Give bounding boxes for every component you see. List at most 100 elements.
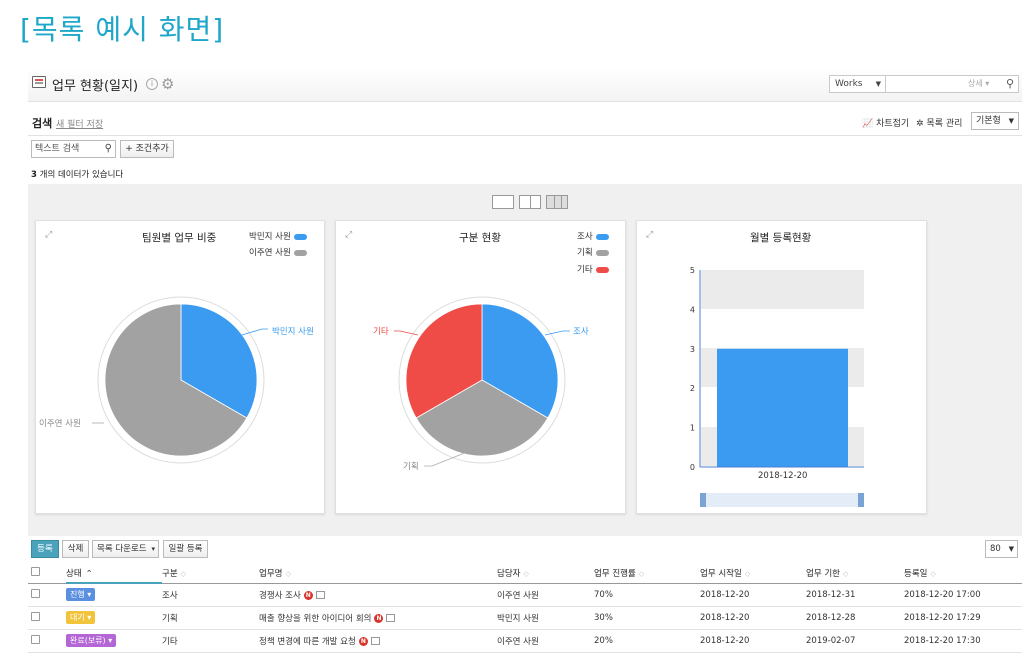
search-scope-select[interactable]: Works ▼: [830, 76, 886, 92]
plot-band: [701, 309, 864, 348]
column-header-category[interactable]: 구분 ◇: [162, 563, 259, 584]
column-header-registered[interactable]: 등록일 ◇: [904, 563, 1022, 584]
chart-title: 구분 현황: [459, 232, 501, 244]
column-header-task-name[interactable]: 업무명 ◇: [259, 563, 497, 584]
task-name-link[interactable]: 경쟁사 조사: [259, 590, 301, 601]
chart-card-team: ⤢ 팀원별 업무 비중 박민지 사원 이주연 사원 박민지 사원 이주연 사원: [35, 220, 325, 514]
download-list-button[interactable]: 목록 다운로드 ▾: [92, 540, 159, 558]
legend-item[interactable]: 박민지 사원: [249, 230, 307, 242]
category-cell: 기획: [162, 606, 259, 630]
bulk-register-button[interactable]: 일괄 등록: [163, 540, 208, 558]
y-axis-tick-label: 0: [690, 463, 695, 472]
view-mode-select[interactable]: 기본형 ▼: [971, 112, 1019, 130]
task-name-link[interactable]: 매출 향상을 위한 아이디어 회의: [259, 613, 372, 624]
bar-2018-12-20[interactable]: [717, 348, 848, 467]
y-axis-tick-label: 5: [690, 266, 695, 275]
status-badge[interactable]: 진행 ▾: [66, 588, 96, 602]
search-bar: 검색 새 필터 저장 📈 차트접기 ✲ 목록 관리 기본형 ▼: [28, 112, 1022, 136]
column-label: 업무 시작일: [700, 568, 742, 579]
layout-two-column-button[interactable]: [519, 195, 541, 209]
chart-icon: 📈: [862, 119, 874, 129]
view-mode-value: 기본형: [976, 116, 1001, 126]
layout-one-column-button[interactable]: [492, 195, 514, 209]
new-badge-icon: N: [374, 613, 384, 623]
navigator-handle-left[interactable]: [700, 493, 706, 507]
start-date-cell: 2018-12-20: [700, 606, 806, 630]
legend-label: 기획: [577, 248, 593, 258]
delete-button[interactable]: 삭제: [62, 540, 89, 558]
list-manage-label: 목록 관리: [926, 119, 963, 129]
chart-toggle-button[interactable]: 📈 차트접기: [862, 116, 909, 129]
layout-three-column-button[interactable]: [546, 195, 568, 209]
search-icon[interactable]: ⚲: [104, 143, 112, 154]
y-axis-tick-label: 2: [690, 384, 695, 393]
search-scope-value: Works: [835, 79, 863, 89]
legend-swatch: [595, 233, 609, 240]
sort-icon: ◇: [285, 569, 291, 578]
legend-label: 박민지 사원: [249, 232, 291, 242]
new-badge-icon: N: [303, 590, 313, 600]
list-manage-button[interactable]: ✲ 목록 관리: [916, 116, 962, 129]
progress-cell: 20%: [594, 629, 700, 653]
column-header-owner[interactable]: 담당자 ◇: [497, 563, 594, 584]
status-cell: 대기 ▾: [66, 606, 162, 630]
y-axis-tick-label: 1: [690, 424, 695, 433]
legend-item[interactable]: 이주연 사원: [249, 246, 307, 258]
expand-icon[interactable]: ⤢: [646, 230, 654, 240]
sort-asc-icon: ⌃: [85, 568, 93, 579]
category-cell: 기타: [162, 629, 259, 653]
legend-item[interactable]: 기획: [577, 246, 609, 258]
register-button[interactable]: 등록: [31, 540, 59, 558]
add-condition-button[interactable]: + 조건추가: [120, 140, 174, 158]
save-filter-link[interactable]: 새 필터 저장: [56, 120, 104, 130]
expand-icon[interactable]: ⤢: [45, 230, 53, 240]
pie-label: 기타: [373, 327, 389, 337]
document-icon[interactable]: [315, 591, 325, 599]
row-checkbox[interactable]: [31, 611, 40, 621]
registered-cell: 2018-12-20 17:30: [904, 629, 1022, 653]
status-badge[interactable]: 완료(보류) ▾: [66, 634, 117, 647]
document-icon[interactable]: [370, 637, 380, 645]
table-row[interactable]: 진행 ▾ 조사 경쟁사 조사 N 이주연 사원 70% 2018-12-20 20…: [28, 583, 1022, 607]
column-header-progress[interactable]: 업무 진행률 ◇: [594, 563, 700, 584]
pie-label: 박민지 사원: [272, 327, 314, 337]
status-badge[interactable]: 대기 ▾: [66, 611, 96, 624]
chart-title: 월별 등록현황: [750, 232, 812, 244]
table-header-row: 상태 ⌃ 구분 ◇ 업무명 ◇ 담당자 ◇ 업무 진행률 ◇ 업무 시작일 ◇ 업무 기한 ◇…: [28, 563, 1022, 584]
pie-slice-parkminji[interactable]: [180, 303, 258, 419]
legend-item[interactable]: 기타: [577, 263, 609, 275]
search-detail-toggle[interactable]: 상세 ▾: [968, 79, 990, 88]
caret-down-icon: ▼: [1008, 117, 1014, 125]
column-header-status[interactable]: 상태 ⌃: [66, 563, 162, 584]
select-all-checkbox[interactable]: [31, 566, 40, 576]
gear-icon[interactable]: ⚙: [161, 75, 175, 93]
result-count: 3 개의 데이터가 있습니다: [31, 168, 123, 180]
column-label: 업무 진행률: [594, 568, 636, 579]
legend-label: 이주연 사원: [249, 248, 291, 258]
result-count-suffix: 개의 데이터가 있습니다: [36, 170, 124, 180]
page-size-select[interactable]: 80 ▼: [985, 540, 1018, 558]
pie-slice-research[interactable]: [481, 303, 559, 419]
sort-icon: ◇: [842, 569, 849, 578]
column-header-due-date[interactable]: 업무 기한 ◇: [806, 563, 904, 584]
row-select-cell: [28, 583, 66, 607]
table-row[interactable]: 대기 ▾ 기획 매출 향상을 위한 아이디어 회의 N 박민지 사원 30% 20…: [28, 606, 1022, 630]
plot-band: [701, 270, 864, 309]
table-row[interactable]: 완료(보류) ▾ 기타 정책 변경에 따른 개발 요청 N 이주연 사원 20% …: [28, 629, 1022, 653]
pie-slice-other[interactable]: [405, 303, 483, 419]
column-header-start-date[interactable]: 업무 시작일 ◇: [700, 563, 806, 584]
text-search-input[interactable]: 텍스트 검색 ⚲: [31, 140, 116, 158]
document-icon[interactable]: [386, 614, 396, 622]
row-checkbox[interactable]: [31, 634, 40, 644]
pie-slice-leejuyeon[interactable]: [104, 303, 248, 457]
row-checkbox[interactable]: [31, 588, 40, 598]
search-label: 검색: [32, 117, 53, 130]
navigator-handle-right[interactable]: [858, 493, 864, 507]
task-name-cell: 경쟁사 조사 N: [259, 583, 497, 607]
y-axis-ticks: 5 4 3 2 1 0: [690, 266, 695, 472]
info-icon[interactable]: i: [146, 78, 158, 90]
search-icon[interactable]: ⚲: [1005, 77, 1014, 90]
expand-icon[interactable]: ⤢: [345, 230, 353, 240]
task-name-link[interactable]: 정책 변경에 따른 개발 요청: [259, 636, 356, 647]
legend-item[interactable]: 조사: [577, 230, 609, 242]
